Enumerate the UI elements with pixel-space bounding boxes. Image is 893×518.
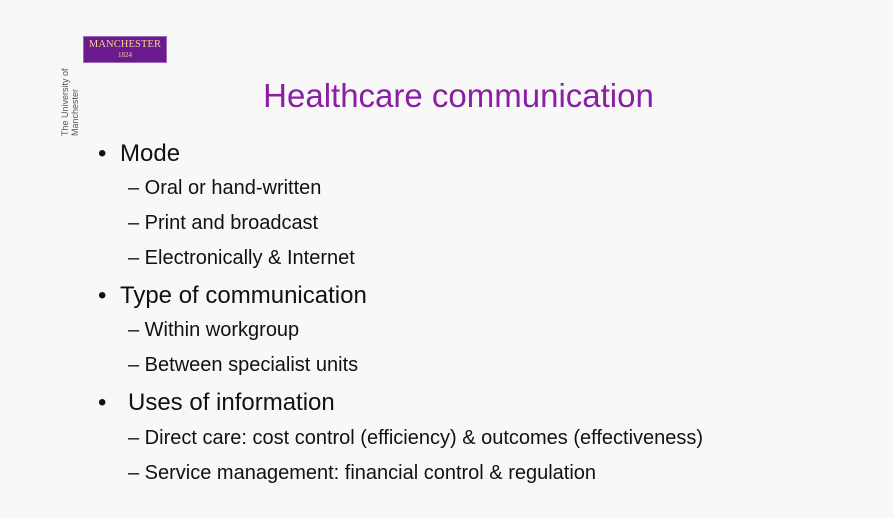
list-item: – Service management: financial control … (128, 462, 597, 484)
list-item: – Between specialist units (128, 354, 359, 376)
list-item: – Print and broadcast (128, 212, 319, 234)
bullet-marker: • (98, 140, 107, 167)
section-heading: Type of communication (120, 282, 367, 309)
university-logo: MANCHESTER 1824 (83, 36, 167, 63)
list-item: – Oral or hand-written (128, 177, 322, 199)
list-item: – Within workgroup (128, 319, 300, 341)
slide-title: Healthcare communication (263, 77, 654, 114)
bullet-marker: • (98, 389, 107, 416)
section-heading: Uses of information (128, 389, 335, 416)
list-item: – Electronically & Internet (128, 247, 355, 269)
logo-year: 1824 (118, 51, 132, 59)
section-heading: Mode (120, 140, 181, 167)
logo-name: MANCHESTER (88, 39, 162, 50)
list-item: – Direct care: cost control (efficiency)… (128, 427, 704, 449)
bullet-marker: • (98, 282, 107, 309)
